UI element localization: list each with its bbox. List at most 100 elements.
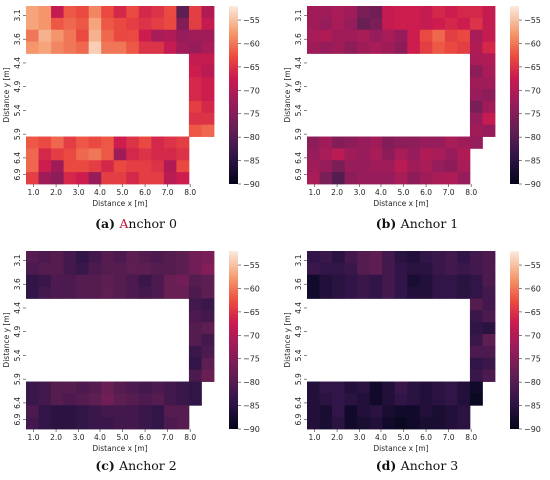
heatmap-cell xyxy=(432,381,446,394)
heatmap-cell xyxy=(419,136,433,149)
caption-text: Anchor 1 xyxy=(400,216,459,231)
colorbar-tick-label: −55 xyxy=(243,16,260,25)
heatmap-cell xyxy=(444,405,458,418)
heatmap-cell xyxy=(382,29,396,42)
heatmap-cell xyxy=(419,381,433,394)
heatmap-cell xyxy=(201,112,215,126)
heatmap-cell xyxy=(444,393,458,406)
heatmap-cell xyxy=(357,160,371,173)
heatmap-cell xyxy=(101,405,115,418)
heatmap-cell xyxy=(457,136,471,149)
heatmap-cell xyxy=(444,417,458,430)
heatmap-cell xyxy=(188,17,202,31)
heatmap-cell xyxy=(344,405,358,418)
heatmap-cell xyxy=(188,369,202,382)
heatmap-cell xyxy=(76,274,90,287)
x-tick-label: 7.0 xyxy=(443,188,455,197)
heatmap-cell xyxy=(38,172,52,185)
heatmap-cell xyxy=(151,262,165,276)
heatmap-panel-1: 1.0 2.0 3.0 4.0 5.0 6.0 7.0 8.0 Distance x [m] 3.… xyxy=(283,6,541,231)
x-tick-label: 2.0 xyxy=(331,433,343,442)
heatmap-cell xyxy=(51,417,64,430)
heatmap-cell xyxy=(126,6,140,19)
heatmap-cell xyxy=(126,381,140,394)
heatmap-cell xyxy=(469,274,483,287)
heatmap-cell xyxy=(176,29,190,42)
heatmap-cell xyxy=(151,251,165,264)
heatmap-cell xyxy=(482,124,496,137)
heatmap-cell xyxy=(332,172,345,185)
heatmap-cell xyxy=(188,357,202,371)
x-tick-label: 3.0 xyxy=(73,188,85,197)
heatmap-cell xyxy=(394,405,408,418)
heatmap-cell xyxy=(188,381,202,394)
y-tick-label: 4.4 xyxy=(13,302,22,314)
heatmap-cell xyxy=(201,124,215,137)
heatmap-cell xyxy=(357,29,371,42)
x-axis-label: Distance x [m] xyxy=(373,444,428,453)
heatmap-cell xyxy=(188,112,202,126)
heatmap-cell xyxy=(38,405,52,418)
heatmap-cell xyxy=(419,172,433,185)
heatmap-cell xyxy=(151,417,165,430)
colorbar-tick-label: −80 xyxy=(524,378,541,387)
heatmap-cell xyxy=(163,286,177,299)
heatmap-cell xyxy=(469,369,483,382)
x-tick-label: 1.0 xyxy=(28,188,40,197)
heatmap-cell xyxy=(88,405,102,418)
heatmap-cell xyxy=(482,53,496,66)
x-tick-label: 7.0 xyxy=(162,188,174,197)
heatmap-cell xyxy=(113,6,127,19)
heatmap-cell xyxy=(394,148,408,161)
heatmap-cell xyxy=(26,6,39,19)
heatmap-cell xyxy=(319,417,333,430)
x-tick-label: 5.0 xyxy=(398,433,410,442)
heatmap-cell xyxy=(151,160,165,173)
heatmap-cell xyxy=(332,29,345,42)
heatmap-cell xyxy=(51,136,64,149)
colorbar-tick-label: −60 xyxy=(243,284,260,293)
heatmap-cell xyxy=(307,148,320,161)
heatmap-cell xyxy=(76,41,90,54)
colorbar-tick-label: −75 xyxy=(524,110,541,119)
colorbar-tick-label: −75 xyxy=(243,355,260,364)
heatmap-cell xyxy=(332,160,345,173)
heatmap-cell xyxy=(382,262,396,276)
heatmap-cell xyxy=(369,29,383,42)
heatmap-cell xyxy=(63,148,77,161)
heatmap-cell xyxy=(319,6,333,19)
y-tick-label: 4.9 xyxy=(294,326,303,338)
colorbar-tick-label: −65 xyxy=(524,308,541,317)
heatmap-cell xyxy=(188,298,202,311)
heatmap-cell xyxy=(419,274,433,287)
heatmap-cell xyxy=(407,381,421,394)
heatmap-cell xyxy=(369,417,383,430)
heatmap-cell xyxy=(76,262,90,276)
heatmap-cell xyxy=(457,148,471,161)
colorbar-tick-label: −85 xyxy=(524,157,541,166)
heatmap-cell xyxy=(88,160,102,173)
heatmap-cell xyxy=(38,136,52,149)
heatmap-cell xyxy=(201,334,215,347)
heatmap-cell xyxy=(126,136,140,149)
heatmap-cell xyxy=(332,262,345,276)
heatmap-cell xyxy=(38,262,52,276)
x-tick-label: 8.0 xyxy=(465,188,477,197)
heatmap-cell xyxy=(369,160,383,173)
heatmap-cell xyxy=(176,41,190,54)
heatmap-cell xyxy=(126,262,140,276)
heatmap-cell xyxy=(76,160,90,173)
y-tick-label: 4.4 xyxy=(13,57,22,69)
heatmap-cell xyxy=(307,262,320,276)
heatmap-cell xyxy=(407,148,421,161)
heatmap-cell xyxy=(176,6,190,19)
heatmap-cell xyxy=(51,17,64,31)
heatmap-cell xyxy=(51,286,64,299)
x-tick-label: 4.0 xyxy=(94,433,106,442)
heatmap-cell xyxy=(113,148,127,161)
heatmap-cell xyxy=(394,262,408,276)
heatmap-cell xyxy=(51,251,64,264)
heatmap-cell xyxy=(163,29,177,42)
heatmap-cell xyxy=(88,251,102,264)
y-tick-label: 5.9 xyxy=(13,373,22,385)
